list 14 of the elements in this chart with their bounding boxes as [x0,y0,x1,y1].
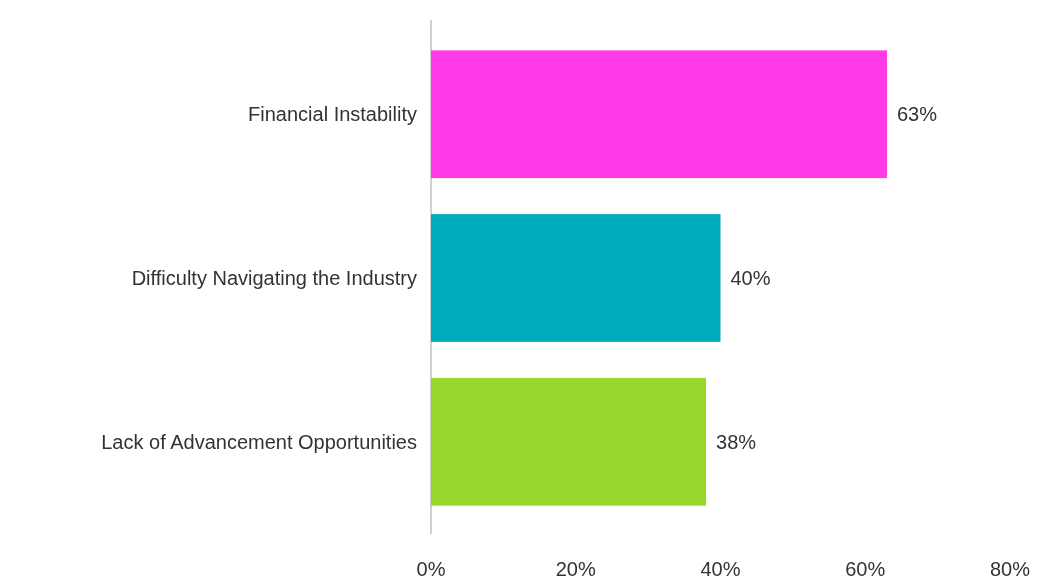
bar [431,50,887,179]
bar [431,377,707,506]
x-tick-label: 60% [845,558,886,580]
data-label: 40% [730,267,771,289]
bar [431,214,721,342]
data-label: 38% [716,430,757,453]
x-tick-label: 80% [989,558,1031,580]
data-label: 63% [896,103,938,126]
x-tick-label: 20% [555,558,596,580]
x-tick-label: 0% [416,558,446,580]
y-tick-label: Difficulty Navigating the Industry [131,267,417,289]
y-tick-label: Lack of Advancement Opportunities [101,430,417,453]
y-tick-label: Financial Instability [248,103,417,126]
x-tick-label: 40% [700,558,741,580]
